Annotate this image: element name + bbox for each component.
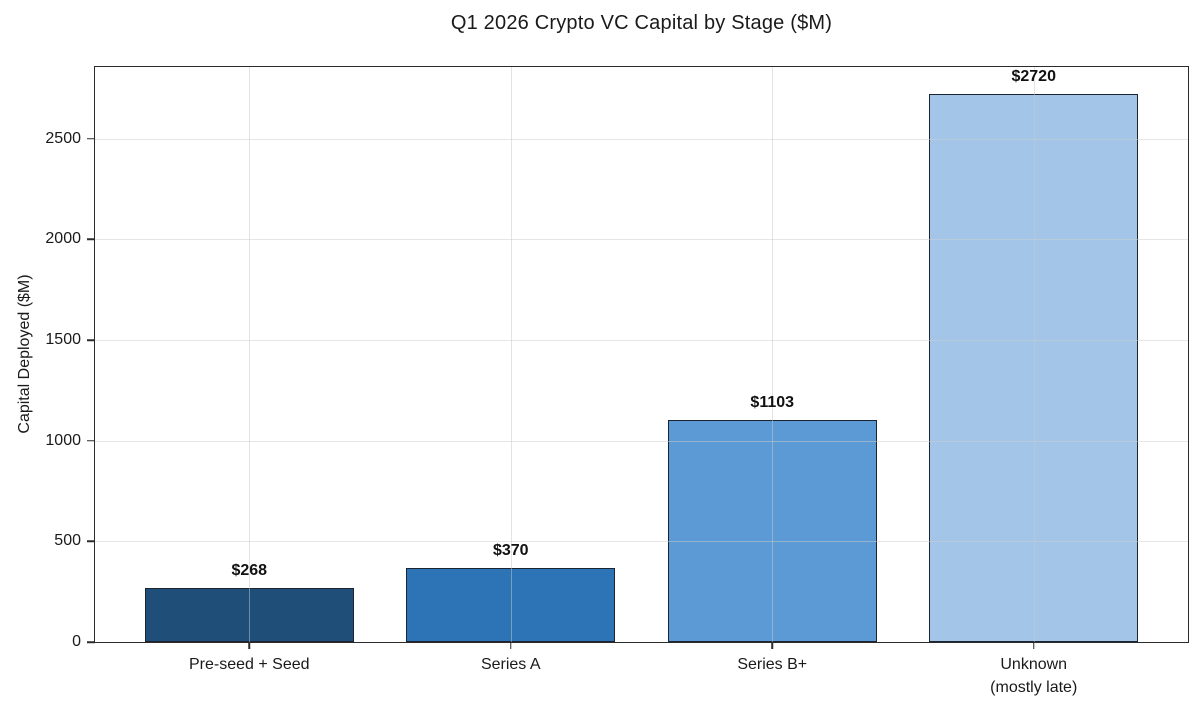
bar <box>667 419 877 642</box>
bar <box>406 567 616 642</box>
x-axis-tick <box>248 642 251 649</box>
y-tick-label: 1500 <box>45 331 81 348</box>
y-axis-tick <box>87 137 95 140</box>
bar <box>144 588 354 642</box>
y-tick-label: 2500 <box>45 129 81 147</box>
vertical-gridline <box>772 67 774 642</box>
y-axis-tick <box>87 339 95 341</box>
chart-title: Q1 2026 Crypto VC Capital by Stage ($M) <box>450 12 833 34</box>
horizontal-gridline <box>95 340 1188 341</box>
bar <box>929 94 1139 642</box>
plot-area: 0 500 1000 1500 2000 2500 $268 Pre-seed + Seed $… <box>45 66 1189 696</box>
y-tick-label: 0 <box>72 633 81 650</box>
vertical-gridline <box>1033 67 1035 642</box>
bar-value-label: $1103 <box>750 393 795 411</box>
x-axis-tick <box>1032 642 1035 649</box>
vertical-gridline <box>510 67 512 642</box>
y-axis-tick <box>87 540 95 543</box>
bar-value-label: $370 <box>492 541 529 559</box>
vertical-gridline <box>249 67 251 642</box>
y-axis-tick <box>87 641 95 643</box>
y-axis-label: Capital Deployed ($M) <box>16 274 33 434</box>
horizontal-gridline <box>95 440 1188 442</box>
horizontal-gridline <box>95 138 1188 140</box>
horizontal-gridline <box>95 239 1188 241</box>
y-tick-label: 2000 <box>45 230 81 248</box>
x-axis-tick <box>510 642 512 649</box>
x-tick-label: Unknown (mostly late) <box>990 656 1078 697</box>
y-tick-label: 1000 <box>45 431 81 449</box>
y-tick-label: 500 <box>54 532 81 550</box>
x-tick-label: Series B+ <box>737 656 808 673</box>
horizontal-gridline <box>95 541 1188 543</box>
x-tick-label: Series A <box>480 656 541 673</box>
x-tick-label: Pre-seed + Seed <box>189 656 310 673</box>
x-axis-tick <box>771 642 773 649</box>
bar-value-label: $268 <box>231 562 268 580</box>
y-axis-tick <box>87 439 95 442</box>
bar-value-label: $2720 <box>1011 68 1056 86</box>
y-axis-tick <box>87 238 95 241</box>
